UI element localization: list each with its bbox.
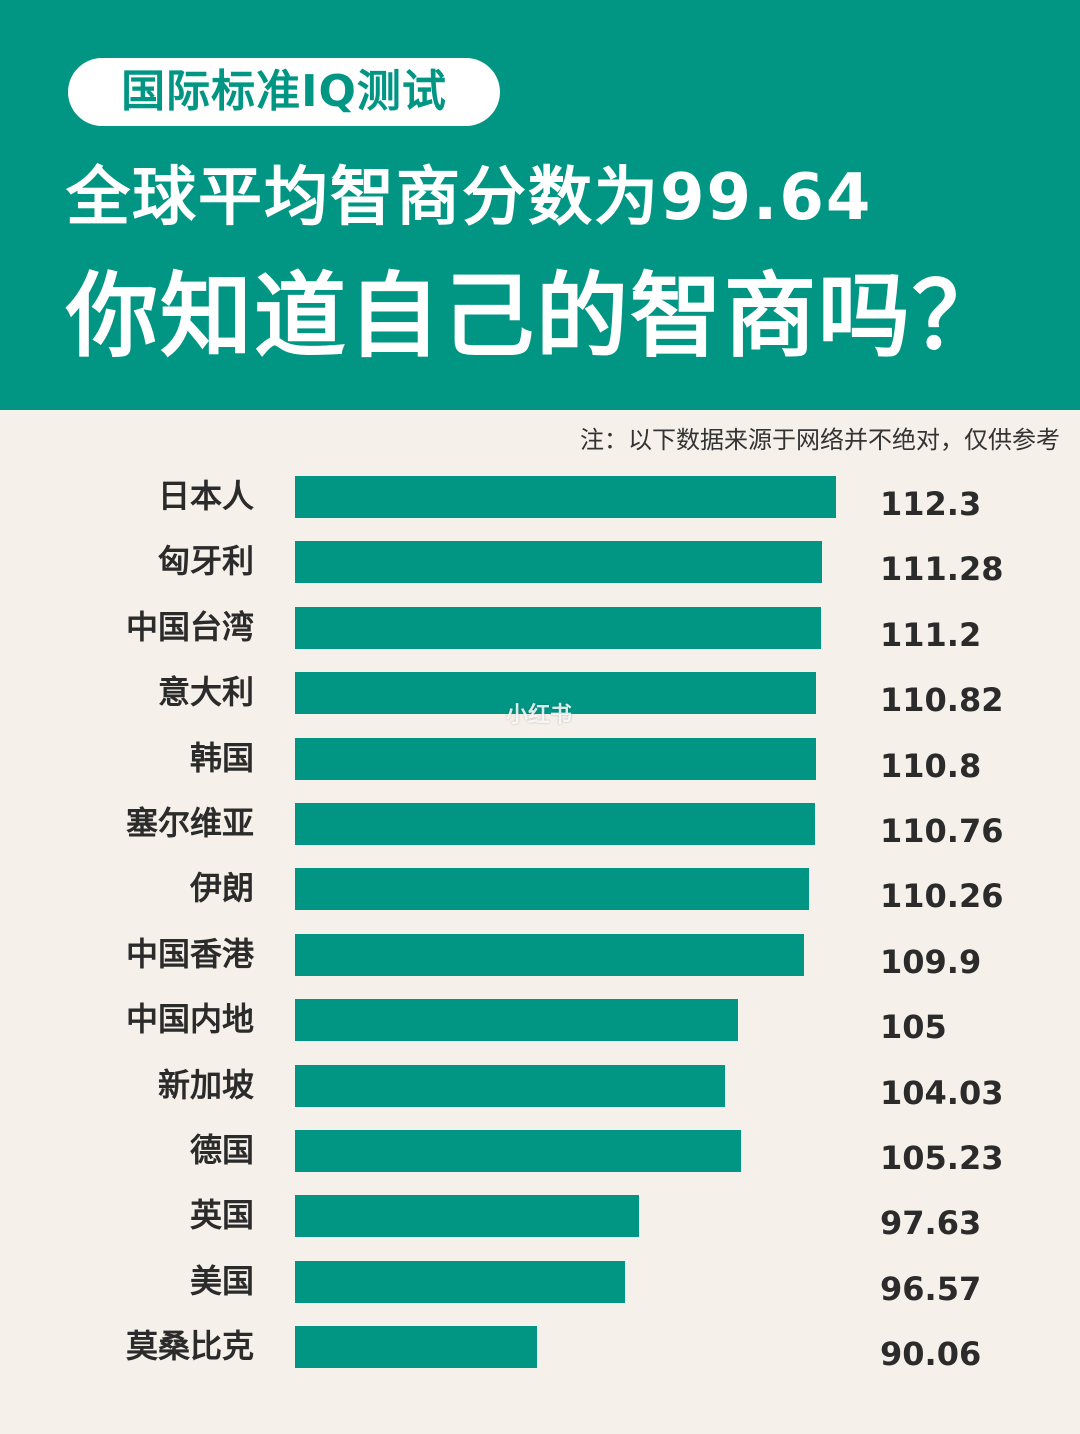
watermark: 小红书 [506,702,572,730]
bar [295,541,822,583]
value-label: 109.9 [880,940,981,984]
bar-row: 中国台湾 111.2 [0,605,1080,649]
bar-row: 英国 97.63 [0,1193,1080,1237]
bar [295,868,809,910]
bar [295,738,816,780]
category-label: 意大利 [158,670,254,714]
value-label: 105.23 [880,1136,1003,1180]
bar [295,1261,625,1303]
bar-row: 美国 96.57 [0,1259,1080,1303]
category-label: 匈牙利 [158,539,254,583]
bar-row: 莫桑比克 90.06 [0,1324,1080,1368]
category-label: 韩国 [190,736,254,780]
category-label: 德国 [190,1128,254,1172]
value-label: 97.63 [880,1201,981,1245]
value-label: 110.26 [880,874,1003,918]
bar [295,1130,741,1172]
test-tag: 国际标准IQ测试 [68,58,500,126]
bar-row: 塞尔维亚 110.76 [0,801,1080,845]
category-label: 塞尔维亚 [126,801,254,845]
data-source-note: 注：以下数据来源于网络并不绝对，仅供参考 [580,424,1060,456]
category-label: 日本人 [158,474,254,518]
category-label: 莫桑比克 [126,1324,254,1368]
bar [295,476,836,518]
bar-row: 中国内地 105 [0,997,1080,1041]
value-label: 111.28 [880,547,1003,591]
category-label: 中国内地 [126,997,254,1041]
value-label: 96.57 [880,1267,981,1311]
value-label: 90.06 [880,1332,981,1376]
bar [295,1195,639,1237]
header-banner: 国际标准IQ测试 全球平均智商分数为99.64 你知道自己的智商吗？ [0,0,1080,410]
value-label: 104.03 [880,1071,1003,1115]
question-headline: 你知道自己的智商吗？ [66,262,1006,372]
category-label: 新加坡 [158,1063,254,1107]
bar [295,803,815,845]
category-label: 中国香港 [126,932,254,976]
category-label: 中国台湾 [126,605,254,649]
value-label: 111.2 [880,613,981,657]
average-iq-headline: 全球平均智商分数为99.64 [66,160,872,236]
value-label: 105 [880,1005,947,1049]
category-label: 伊朗 [190,866,254,910]
bar [295,1326,537,1368]
iq-bar-chart: 日本人 112.3 匈牙利 111.28 中国台湾 111.2 意大利 110.82 韩国 110… [0,470,1080,1380]
category-label: 英国 [190,1193,254,1237]
bar-row: 德国 105.23 [0,1128,1080,1172]
bar-row: 韩国 110.8 [0,736,1080,780]
bar [295,999,738,1041]
bar-row: 中国香港 109.9 [0,932,1080,976]
bar-row: 伊朗 110.26 [0,866,1080,910]
bar [295,934,804,976]
bar-row: 新加坡 104.03 [0,1063,1080,1107]
value-label: 112.3 [880,482,981,526]
bar [295,1065,725,1107]
value-label: 110.82 [880,678,1003,722]
bar-row: 日本人 112.3 [0,474,1080,518]
bar-row: 匈牙利 111.28 [0,539,1080,583]
value-label: 110.76 [880,809,1003,853]
category-label: 美国 [190,1259,254,1303]
value-label: 110.8 [880,744,981,788]
bar [295,607,821,649]
